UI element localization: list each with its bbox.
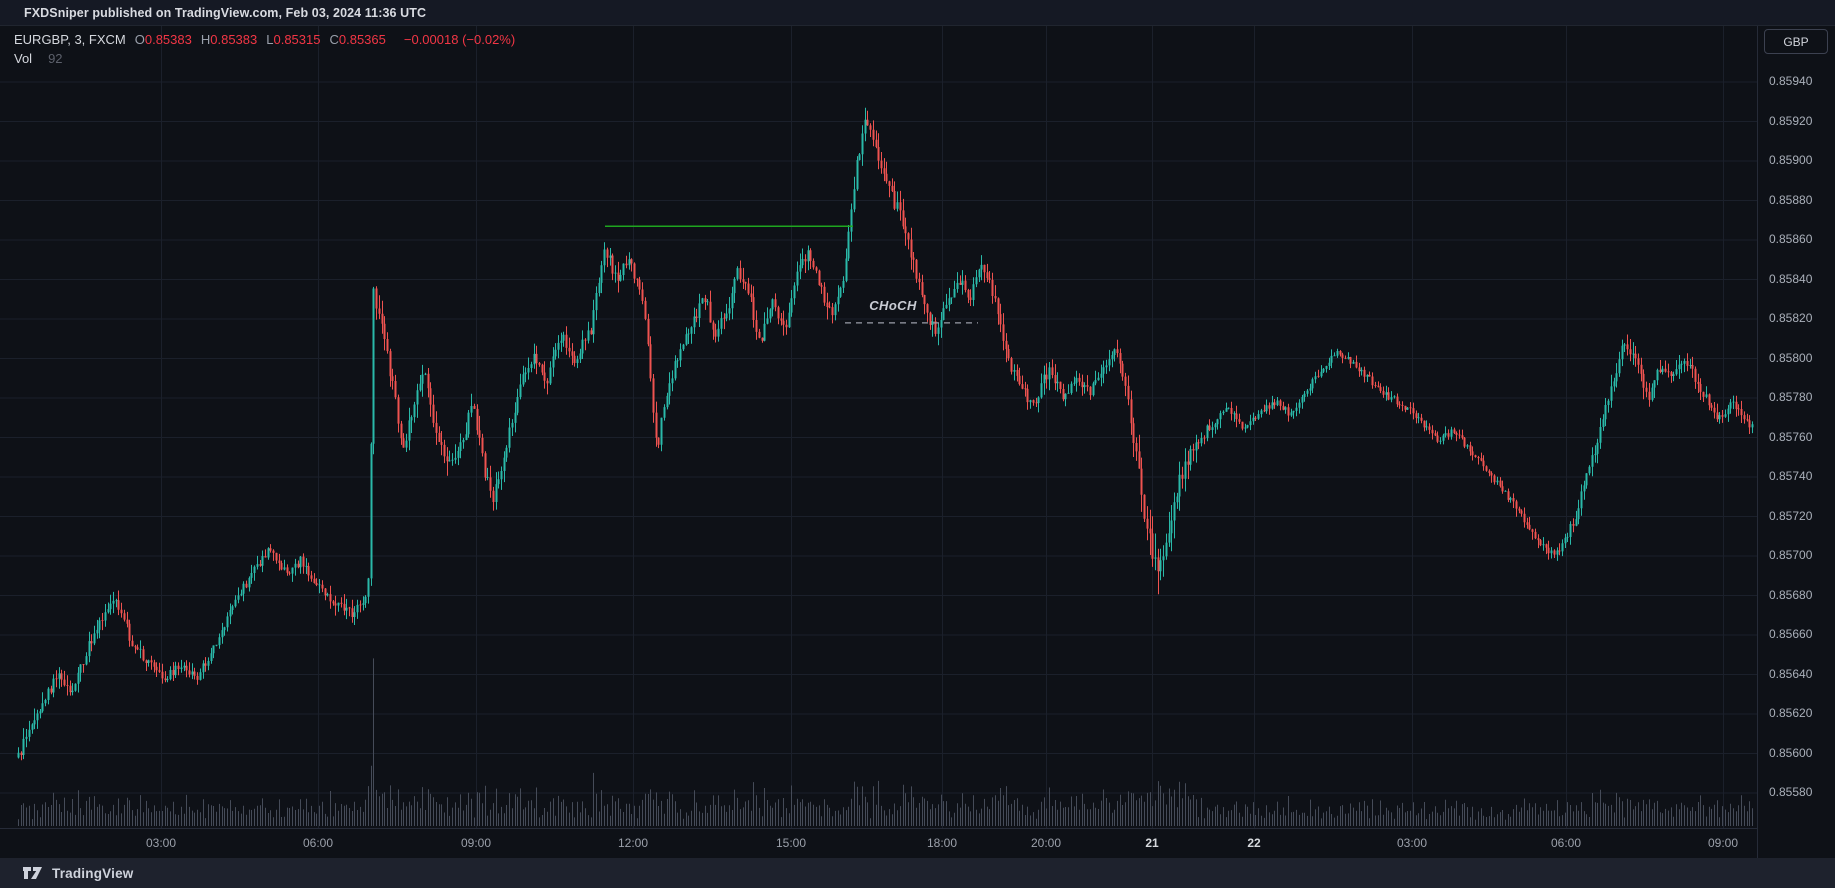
price-tick-label: 0.85880 xyxy=(1769,193,1813,207)
time-tick-label: 20:00 xyxy=(1030,836,1062,850)
tradingview-logo-icon[interactable] xyxy=(22,864,43,882)
time-tick-label: 12:00 xyxy=(617,836,649,850)
price-tick-label: 0.85600 xyxy=(1769,746,1813,760)
time-tick-label: 22 xyxy=(1247,836,1261,850)
time-tick-label: 21 xyxy=(1145,836,1159,850)
time-axis[interactable]: 03:00 06:00 09:00 12:00 15:00 18:00 20:00 21 22 0… xyxy=(0,829,1757,858)
price-tick-label: 0.85620 xyxy=(1769,706,1813,720)
price-axis-separator xyxy=(1757,26,1758,858)
price-tick-label: 0.85740 xyxy=(1769,469,1813,483)
price-tick-label: 0.85760 xyxy=(1769,430,1813,444)
time-tick-label: 06:00 xyxy=(1550,836,1582,850)
chart-legend: EURGBP, 3, FXCM O0.85383 H0.85383 L0.85315… xyxy=(14,30,515,68)
price-axis[interactable]: GBP 0.85940 0.85920 0.85900 0.85880 0.85860 0… xyxy=(1758,26,1835,858)
price-tick-label: 0.85860 xyxy=(1769,232,1813,246)
ohlc-item: L0.85315 xyxy=(266,32,321,47)
candle-wicks-down xyxy=(21,110,1750,761)
currency-toggle-button[interactable]: GBP xyxy=(1764,29,1828,54)
ohlc-item: H0.85383 xyxy=(200,32,258,47)
volume-indicator-value: 92 xyxy=(48,51,63,66)
ohlc-item: C0.85365 xyxy=(329,32,386,47)
publish-banner-text: FXDSniper published on TradingView.com, … xyxy=(24,5,427,20)
change-value: −0.00018 (−0.02%) xyxy=(403,32,516,47)
price-tick-label: 0.85920 xyxy=(1769,114,1813,128)
price-tick-label: 0.85700 xyxy=(1769,548,1813,562)
price-tick-label: 0.85780 xyxy=(1769,390,1813,404)
symbol-title[interactable]: EURGBP, 3, FXCM xyxy=(14,32,126,47)
price-tick-label: 0.85800 xyxy=(1769,351,1813,365)
volume-indicator-label[interactable]: Vol xyxy=(14,51,33,66)
price-chart-canvas[interactable]: CHoCH xyxy=(0,26,1757,828)
price-tick-label: 0.85580 xyxy=(1769,785,1813,799)
price-tick-label: 0.85680 xyxy=(1769,588,1813,602)
time-tick-label: 03:00 xyxy=(1396,836,1428,850)
price-tick-label: 0.85720 xyxy=(1769,509,1813,523)
ohlc-values: O0.85383 H0.85383 L0.85315 C0.85365 xyxy=(135,30,395,49)
time-tick-label: 09:00 xyxy=(1707,836,1739,850)
tradingview-wordmark[interactable]: TradingView xyxy=(52,865,134,881)
time-tick-label: 15:00 xyxy=(775,836,807,850)
volume-bars xyxy=(18,658,1753,826)
tradingview-footer-bar: TradingView xyxy=(0,858,1835,888)
choch-label: CHoCH xyxy=(869,298,917,313)
price-tick-label: 0.85840 xyxy=(1769,272,1813,286)
price-tick-label: 0.85900 xyxy=(1769,153,1813,167)
candle-wicks-up xyxy=(18,107,1753,760)
price-tick-label: 0.85640 xyxy=(1769,667,1813,681)
price-tick-label: 0.85940 xyxy=(1769,74,1813,88)
time-tick-label: 03:00 xyxy=(145,836,177,850)
price-tick-label: 0.85820 xyxy=(1769,311,1813,325)
time-tick-label: 09:00 xyxy=(460,836,492,850)
candle-bodies-up xyxy=(17,119,1754,758)
time-tick-label: 18:00 xyxy=(926,836,958,850)
price-tick-label: 0.85660 xyxy=(1769,627,1813,641)
time-tick-label: 06:00 xyxy=(302,836,334,850)
candle-bodies-down xyxy=(20,119,1751,755)
publish-banner: FXDSniper published on TradingView.com, … xyxy=(0,0,1835,26)
ohlc-item: O0.85383 xyxy=(134,32,192,47)
time-axis-separator xyxy=(0,828,1757,829)
